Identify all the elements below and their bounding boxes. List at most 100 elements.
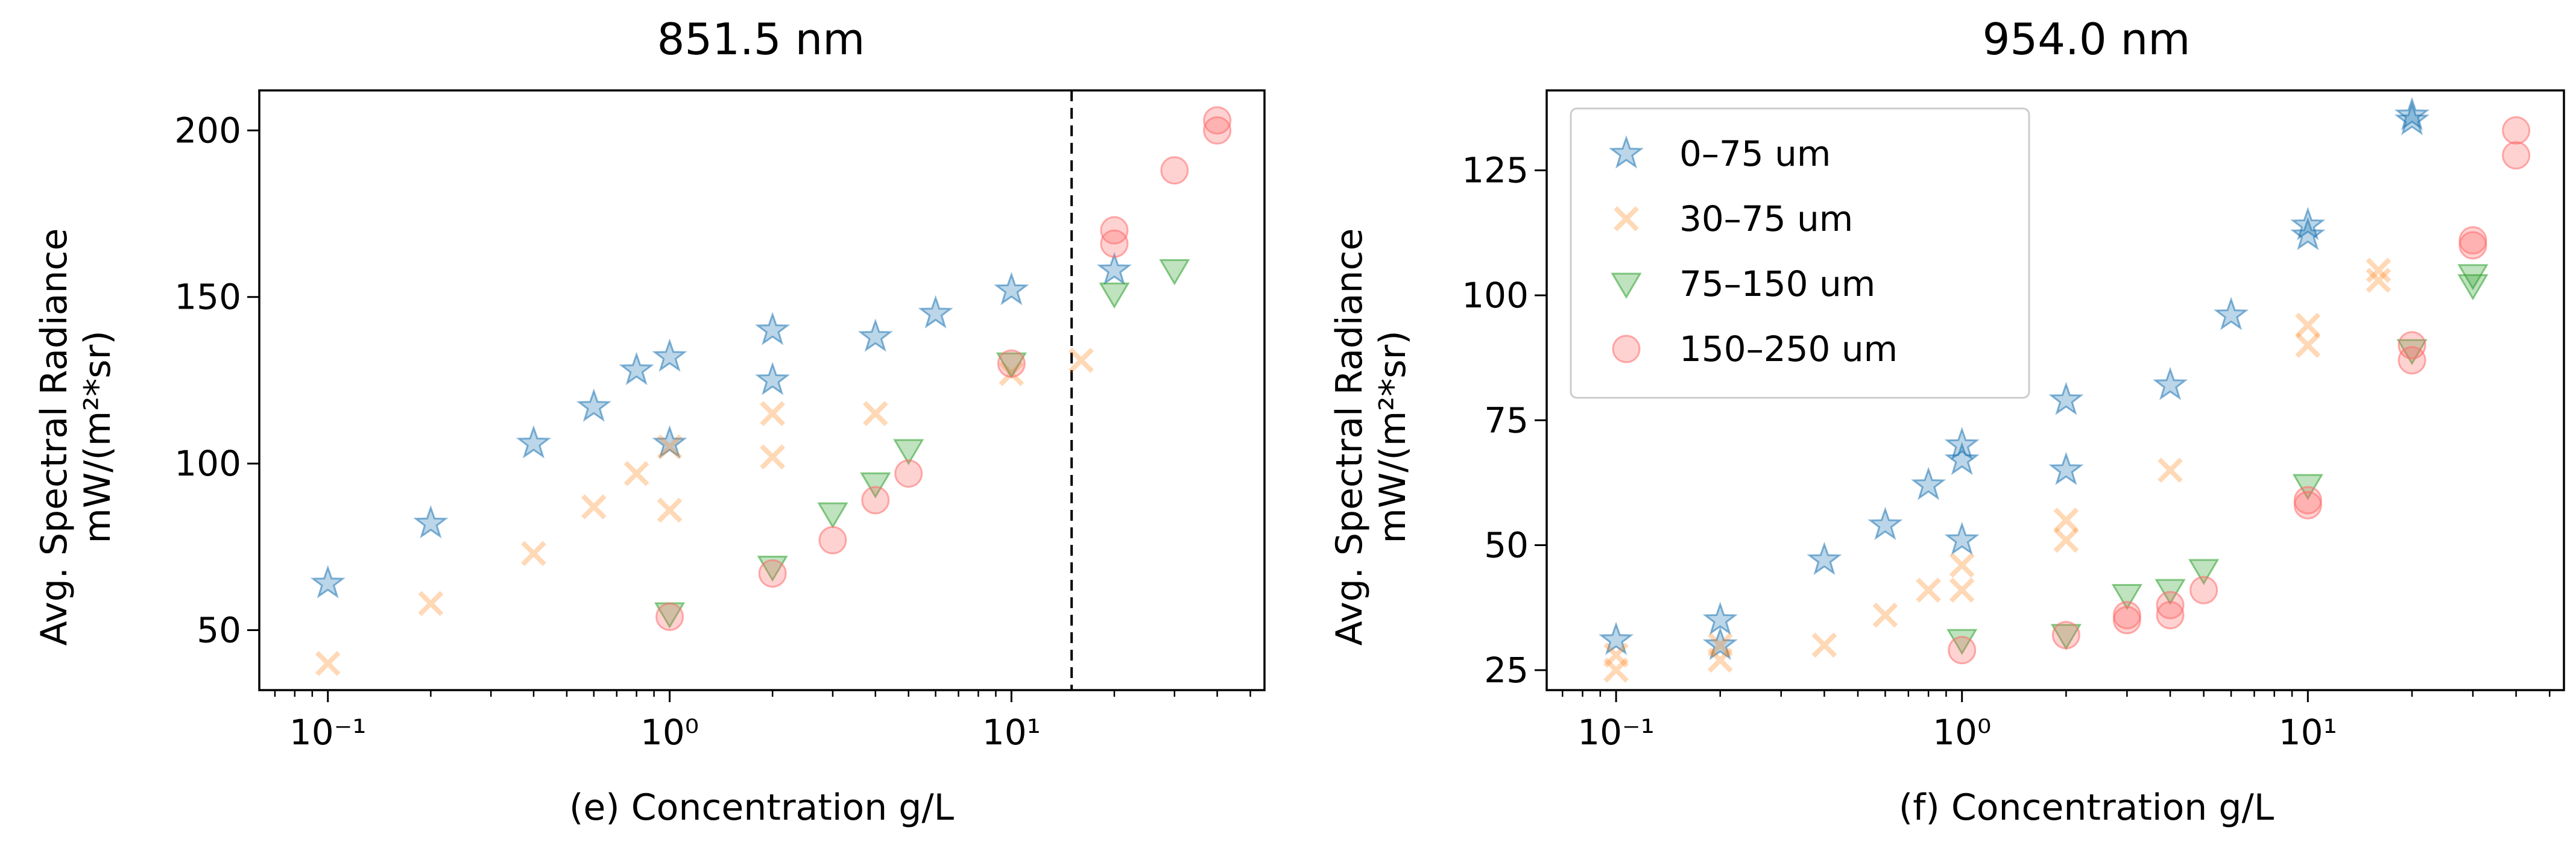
data-point	[1600, 623, 1632, 654]
data-point	[1099, 282, 1129, 308]
data-point	[2051, 621, 2080, 650]
x-tick-label: 10⁰	[640, 712, 699, 753]
data-point	[2297, 315, 2319, 336]
data-point	[2396, 104, 2428, 134]
data-point	[578, 390, 610, 421]
y-axis-label: Avg. Spectral Radiance mW/(m²*sr)	[33, 228, 119, 646]
y-tick-label: 75	[1484, 400, 1529, 441]
data-point	[2112, 606, 2141, 635]
data-point	[758, 559, 787, 588]
data-point	[756, 363, 789, 394]
data-point	[659, 500, 681, 521]
data-point	[1951, 555, 1973, 576]
data-point	[2050, 453, 2082, 484]
y-axis-label-line1: Avg. Spectral Radiance	[33, 228, 75, 646]
data-point	[654, 340, 686, 371]
data-point	[1869, 508, 1901, 539]
legend-box	[1570, 107, 2030, 399]
axes-frame	[258, 89, 1266, 691]
data-point	[2502, 141, 2531, 170]
y-tick-label: 125	[1462, 150, 1529, 191]
data-point	[1808, 543, 1840, 574]
data-point	[655, 602, 684, 631]
data-point	[620, 353, 652, 384]
data-point	[1098, 254, 1131, 284]
series-3	[1948, 116, 2531, 665]
data-point	[517, 427, 550, 457]
data-point	[1160, 156, 1189, 185]
data-point	[997, 349, 1026, 378]
series-0	[312, 254, 1131, 597]
x-axis-label: (e) Concentration g/L	[569, 787, 955, 829]
data-point	[818, 526, 847, 555]
x-tick-label: 10¹	[2279, 712, 2337, 753]
data-point	[2215, 298, 2247, 329]
data-point	[2055, 509, 2077, 531]
chart-title: 851.5 nm	[657, 14, 865, 64]
data-point	[1946, 523, 1978, 554]
data-point	[762, 403, 783, 424]
y-tick-label: 100	[1462, 275, 1529, 316]
data-point	[583, 496, 605, 518]
x-minor-ticks	[1561, 690, 2551, 697]
data-point	[1160, 259, 1190, 284]
data-point	[2050, 383, 2082, 414]
data-point	[1874, 605, 1896, 626]
data-point	[2159, 459, 2181, 481]
data-point	[2398, 346, 2426, 375]
data-point	[1948, 636, 1977, 665]
series-1	[317, 350, 1092, 674]
data-point	[1918, 579, 1939, 601]
data-point	[1709, 649, 1731, 671]
data-point	[2055, 529, 2077, 551]
legend-label: 75–150 um	[1679, 263, 1875, 304]
data-point	[2156, 601, 2185, 630]
data-point	[762, 446, 783, 468]
legend-marker	[1612, 335, 1641, 363]
data-point	[1951, 579, 1973, 601]
y-tick-label: 150	[174, 277, 241, 318]
data-point	[818, 502, 848, 528]
data-point	[996, 274, 1028, 304]
data-point	[756, 313, 789, 344]
data-point	[626, 463, 648, 485]
y-tick-label: 50	[1484, 525, 1529, 566]
plot-area: 10⁻¹ 10⁰ 10¹ 25 50 75 100 125 0–75 um 30–75 um 75–…	[1462, 89, 2565, 753]
legend-label: 30–75 um	[1679, 198, 1853, 239]
y-tick-label: 100	[174, 443, 241, 484]
x-tick-label: 10¹	[982, 712, 1041, 753]
data-point	[1203, 116, 1232, 145]
series-2	[655, 259, 1190, 628]
data-point	[420, 592, 441, 614]
x-tick-label: 10⁻¹	[289, 712, 367, 753]
chart-851: 851.5 nm Avg. Spectral Radiance mW/(m²*s…	[33, 14, 1266, 829]
y-axis-label-line1: Avg. Spectral Radiance	[1328, 228, 1371, 646]
data-point	[859, 320, 891, 351]
legend-label: 150–250 um	[1679, 328, 1898, 369]
y-tick-label: 200	[174, 110, 241, 151]
data-point	[1605, 659, 1627, 681]
data-point	[2293, 491, 2322, 520]
series-3	[655, 106, 1232, 631]
y-axis-label-line2: mW/(m²*sr)	[1372, 330, 1414, 543]
data-point	[523, 542, 545, 564]
data-point	[312, 567, 344, 597]
x-axis-label: (f) Concentration g/L	[1899, 787, 2275, 829]
axes-frame	[1545, 89, 2565, 691]
x-tick-label: 10⁰	[1933, 712, 1991, 753]
data-point	[415, 507, 447, 538]
data-point	[1946, 444, 1978, 474]
chart-954: 954.0 nm Avg. Spectral Radiance mW/(m²*s…	[1328, 14, 2565, 829]
legend: 0–75 um 30–75 um 75–150 um 150–250 um	[1570, 107, 2030, 399]
y-tick-label: 25	[1484, 650, 1529, 691]
data-point	[2297, 335, 2319, 356]
data-point	[1100, 229, 1129, 258]
data-point	[2502, 116, 2531, 145]
x-minor-ticks	[274, 690, 1251, 697]
data-point	[861, 486, 890, 515]
data-point	[2189, 576, 2218, 605]
data-point	[317, 653, 339, 674]
legend-label: 0–75 um	[1679, 133, 1831, 174]
chart-title: 954.0 nm	[1983, 14, 2191, 64]
